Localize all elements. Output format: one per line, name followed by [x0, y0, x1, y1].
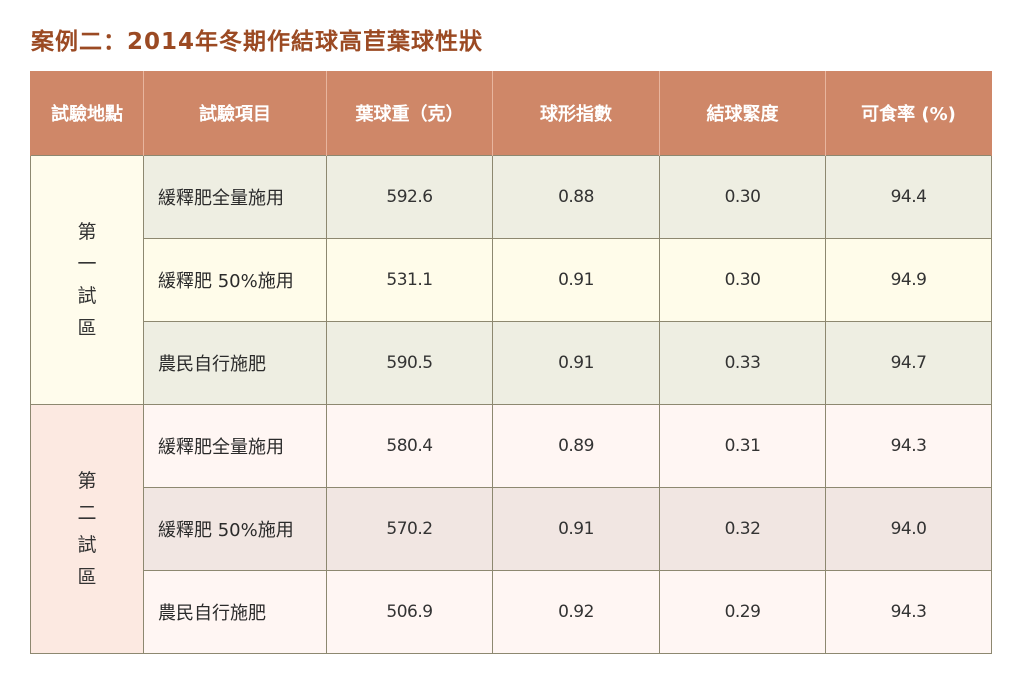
- cell-weight: 570.2: [326, 487, 493, 571]
- cell-edible-rate: 94.0: [825, 487, 992, 571]
- cell-item: 緩釋肥全量施用: [143, 404, 327, 488]
- site-char: 第: [77, 221, 97, 243]
- results-table: 試驗地點 試驗項目 葉球重（克） 球形指數 結球緊度 可食率 (%) 第 一 試…: [30, 71, 992, 654]
- cell-firmness: 0.30: [659, 238, 826, 322]
- table-row: 第 一 試 區 緩釋肥全量施用 592.6 0.88 0.30 94.4: [30, 155, 992, 405]
- cell-firmness: 0.33: [659, 321, 826, 405]
- cell-shape-index: 0.91: [492, 487, 660, 571]
- site-char: 第: [77, 470, 97, 492]
- cell-edible-rate: 94.3: [825, 404, 992, 488]
- cell-item: 緩釋肥 50%施用: [143, 238, 327, 322]
- cell-shape-index: 0.89: [492, 404, 660, 488]
- header-weight: 葉球重（克）: [326, 71, 493, 156]
- cell-edible-rate: 94.9: [825, 238, 992, 322]
- table-row: 農民自行施肥 506.9 0.92 0.29 94.3: [31, 570, 992, 654]
- cell-weight: 506.9: [326, 570, 493, 654]
- cell-item: 緩釋肥 50%施用: [143, 487, 327, 571]
- cell-item: 緩釋肥全量施用: [143, 155, 327, 239]
- cell-weight: 580.4: [326, 404, 493, 488]
- site-char: 試: [77, 285, 97, 307]
- cell-shape-index: 0.91: [492, 238, 660, 322]
- table-header-row: 試驗地點 試驗項目 葉球重（克） 球形指數 結球緊度 可食率 (%): [30, 71, 992, 156]
- site-char: 一: [77, 253, 97, 275]
- cell-shape-index: 0.91: [492, 321, 660, 405]
- cell-firmness: 0.29: [659, 570, 826, 654]
- header-shape-index: 球形指數: [492, 71, 660, 156]
- cell-firmness: 0.30: [659, 155, 826, 239]
- cell-weight: 592.6: [326, 155, 493, 239]
- site-label-zone2: 第 二 試 區: [30, 404, 144, 654]
- cell-firmness: 0.32: [659, 487, 826, 571]
- header-item: 試驗項目: [143, 71, 327, 156]
- site-char: 試: [77, 534, 97, 556]
- cell-edible-rate: 94.3: [825, 570, 992, 654]
- cell-item: 農民自行施肥: [143, 570, 327, 654]
- cell-weight: 531.1: [326, 238, 493, 322]
- header-site: 試驗地點: [30, 71, 144, 156]
- cell-edible-rate: 94.7: [825, 321, 992, 405]
- cell-edible-rate: 94.4: [825, 155, 992, 239]
- page-title: 案例二：2014年冬期作結球高苣葉球性狀: [31, 29, 484, 55]
- cell-item: 農民自行施肥: [143, 321, 327, 405]
- header-firmness: 結球緊度: [659, 71, 826, 156]
- table-row: 緩釋肥 50%施用 570.2 0.91 0.32 94.0: [31, 487, 992, 571]
- site-char: 區: [77, 317, 97, 339]
- cell-shape-index: 0.92: [492, 570, 660, 654]
- table-row: 農民自行施肥 590.5 0.91 0.33 94.7: [31, 321, 992, 405]
- site-char: 區: [77, 566, 97, 588]
- cell-weight: 590.5: [326, 321, 493, 405]
- table-row: 第 二 試 區 緩釋肥全量施用 580.4 0.89 0.31 94.3: [30, 404, 992, 654]
- header-edible-rate: 可食率 (%): [825, 71, 992, 156]
- cell-firmness: 0.31: [659, 404, 826, 488]
- site-char: 二: [77, 502, 97, 524]
- table-row: 緩釋肥 50%施用 531.1 0.91 0.30 94.9: [31, 238, 992, 322]
- cell-shape-index: 0.88: [492, 155, 660, 239]
- site-label-zone1: 第 一 試 區: [30, 155, 144, 405]
